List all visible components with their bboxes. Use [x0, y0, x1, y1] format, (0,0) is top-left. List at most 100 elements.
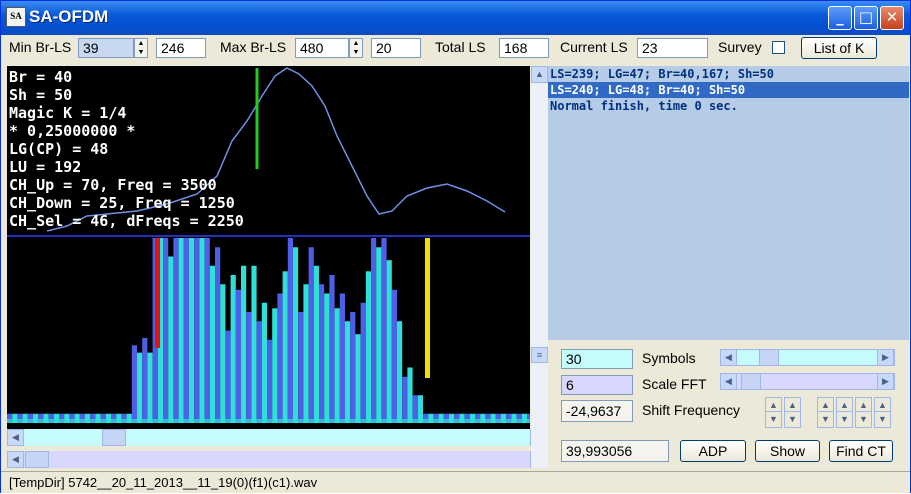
spectrum-bar	[261, 302, 267, 423]
spectrum-svg	[7, 67, 530, 423]
spectrum-bar	[90, 413, 96, 423]
scroll-thumb[interactable]: ≡	[531, 347, 548, 363]
spectrum-bar	[111, 413, 117, 423]
spectrum-bar	[251, 265, 257, 423]
max-br-ls-input[interactable]: 480	[295, 38, 349, 58]
current-ls-field[interactable]: 23	[637, 38, 708, 58]
spectrum-bar	[105, 413, 111, 423]
spectrum-bar	[157, 238, 163, 423]
scroll-up-icon[interactable]: ▲	[531, 66, 548, 83]
spectrum-bar	[495, 413, 501, 423]
maximize-button[interactable]: □	[854, 6, 878, 30]
scale-fft-label: Scale FFT	[642, 376, 707, 392]
log-line[interactable]: LS=239; LG=47; Br=40,167; Sh=50	[550, 67, 774, 81]
spectrum-bar	[142, 337, 148, 423]
freq-down-icon[interactable]: ▼	[817, 411, 834, 428]
spectrum-bar	[433, 413, 439, 423]
scroll-left-icon[interactable]: ◀	[7, 429, 24, 446]
spectrum-bar	[287, 238, 293, 423]
current-ls-label: Current LS	[560, 39, 628, 55]
spectrum-bar	[220, 284, 226, 423]
spectrum-bar	[215, 247, 221, 423]
info-line: LU = 192	[9, 158, 82, 176]
shift-frequency-field[interactable]: -24,9637	[561, 400, 633, 422]
spectrum-bar	[282, 271, 288, 423]
freq-down-icon[interactable]: ▼	[836, 411, 853, 428]
total-ls-field[interactable]: 168	[499, 38, 549, 58]
list-of-k-button[interactable]: List of K	[801, 37, 877, 59]
spectrum-bar	[412, 395, 418, 423]
spectrum-graph[interactable]: Br = 40 Sh = 50 Magic K = 1/4 * 0,250000…	[7, 66, 530, 429]
spin-down-icon[interactable]: ▼	[137, 49, 145, 56]
minimize-button[interactable]: _	[828, 6, 852, 30]
graph-vscroll[interactable]: ▲ ≡	[531, 66, 548, 468]
spectrum-bar	[485, 413, 491, 423]
spectrum-bar	[199, 238, 205, 423]
spectrum-bar	[386, 260, 392, 423]
max-br-ls-extra-field[interactable]: 20	[371, 38, 421, 58]
spectrum-bar	[527, 413, 530, 423]
spectrum-bar	[355, 334, 361, 423]
scroll-thumb[interactable]	[25, 451, 49, 468]
spectrum-bar	[173, 238, 179, 423]
survey-checkbox[interactable]	[772, 41, 785, 54]
spectrum-bar	[137, 352, 143, 423]
spectrum-bar	[12, 413, 18, 423]
graph-hscroll-2[interactable]: ◀ ▶	[7, 451, 547, 468]
spectrum-bar	[131, 345, 137, 423]
info-line: LG(CP) = 48	[9, 140, 109, 158]
freq-down-icon[interactable]: ▼	[874, 411, 891, 428]
freq-down-icon[interactable]: ▼	[765, 411, 782, 428]
spectrum-bar	[345, 321, 351, 423]
min-br-ls-extra-field[interactable]: 246	[156, 38, 206, 58]
log-line-selected[interactable]: LS=240; LG=48; Br=40; Sh=50	[548, 82, 909, 98]
scroll-left-icon[interactable]: ◀	[720, 373, 737, 390]
spin-down-icon[interactable]: ▼	[352, 49, 360, 56]
info-line: Sh = 50	[9, 86, 73, 104]
log-list[interactable]: LS=239; LG=47; Br=40,167; Sh=50 LS=240; …	[548, 66, 909, 340]
spectrum-bar	[516, 413, 522, 423]
scale-fft-slider[interactable]: ◀ ▶	[720, 373, 895, 390]
show-button[interactable]: Show	[755, 440, 820, 462]
spectrum-bar	[293, 247, 299, 423]
graph-hscroll-1[interactable]: ◀ ▶	[7, 429, 547, 446]
symbols-slider[interactable]: ◀ ▶	[720, 349, 895, 366]
max-br-ls-spinner[interactable]: ▲ ▼	[349, 38, 363, 58]
frequency-readout: 39,993056	[561, 440, 669, 462]
scroll-left-icon[interactable]: ◀	[7, 451, 24, 468]
min-br-ls-spinner[interactable]: ▲ ▼	[134, 38, 148, 58]
log-line[interactable]: Normal finish, time 0 sec.	[550, 99, 738, 113]
spectrum-bar	[53, 413, 59, 423]
scroll-right-icon[interactable]: ▶	[877, 373, 894, 390]
spectrum-bar	[79, 413, 85, 423]
scroll-thumb[interactable]	[102, 429, 126, 446]
find-ct-button[interactable]: Find CT	[829, 440, 893, 462]
slider-thumb[interactable]	[741, 373, 761, 390]
freq-down-icon[interactable]: ▼	[784, 411, 801, 428]
scroll-right-icon[interactable]: ▶	[877, 349, 894, 366]
scroll-left-icon[interactable]: ◀	[720, 349, 737, 366]
spectrum-bar	[407, 367, 413, 423]
spin-up-icon[interactable]: ▲	[137, 40, 145, 47]
freq-down-icon[interactable]: ▼	[855, 411, 872, 428]
adp-button[interactable]: ADP	[680, 440, 746, 462]
scale-fft-input[interactable]: 6	[561, 375, 633, 395]
spectrum-bar	[449, 413, 455, 423]
spectrum-bar	[225, 330, 231, 423]
spectrum-bar	[48, 413, 54, 423]
symbols-input[interactable]: 30	[561, 349, 633, 369]
freq-up-icon[interactable]: ▲	[874, 397, 891, 414]
spin-up-icon[interactable]: ▲	[352, 40, 360, 47]
info-text: Br = 40 Sh = 50 Magic K = 1/4 * 0,250000…	[9, 68, 244, 230]
min-br-ls-input[interactable]: 39	[78, 38, 134, 58]
spectrum-bar	[459, 413, 465, 423]
freq-up-icon[interactable]: ▲	[855, 397, 872, 414]
spectrum-bar	[43, 413, 49, 423]
slider-thumb[interactable]	[759, 349, 779, 366]
spectrum-bar	[376, 247, 382, 423]
close-button[interactable]: ✕	[880, 6, 904, 30]
spectrum-bar	[163, 238, 169, 423]
info-line: CH_Down = 25, Freq = 1250	[9, 194, 235, 212]
spectrum-bar	[501, 413, 507, 423]
title-bar[interactable]: SA SA-OFDM _ □ ✕	[1, 1, 910, 35]
